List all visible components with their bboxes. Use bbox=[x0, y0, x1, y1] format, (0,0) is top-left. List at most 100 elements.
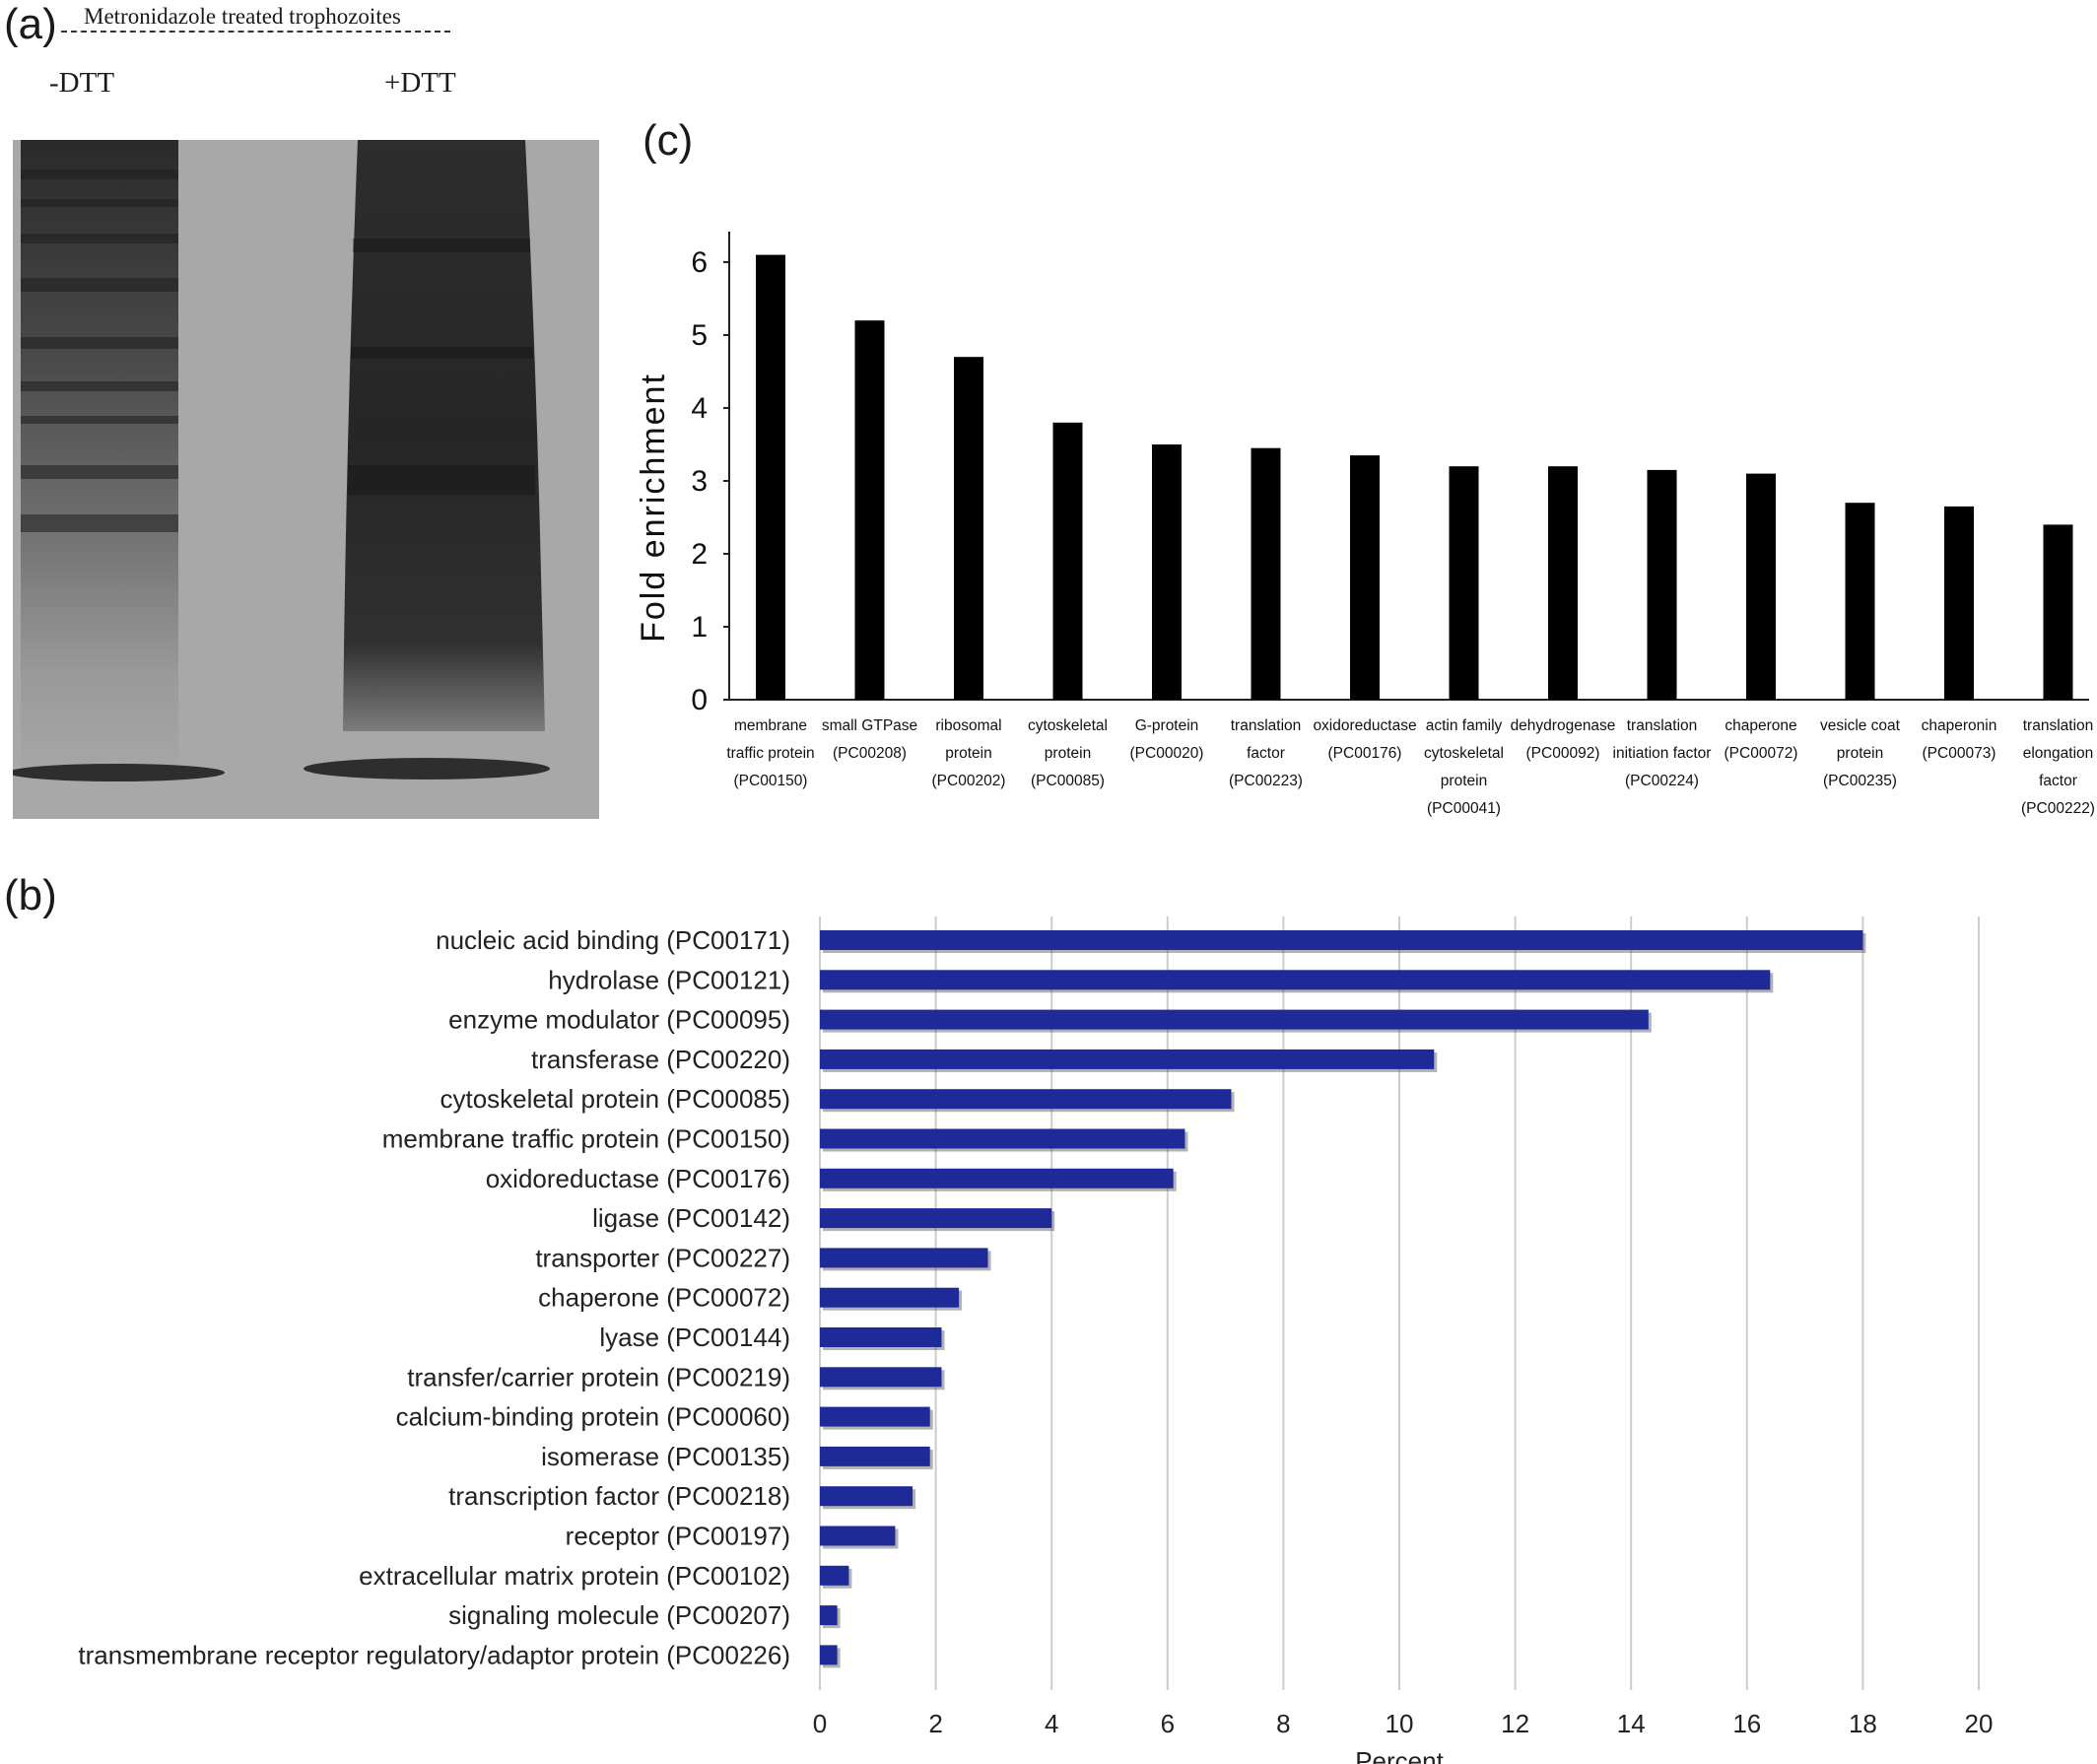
c-x-tick-label: initiation factor bbox=[1613, 745, 1712, 762]
c-x-tick-label: (PC00222) bbox=[2021, 800, 2095, 817]
b-y-tick-label: enzyme modulator (PC00095) bbox=[448, 1005, 790, 1035]
b-y-tick-label: extracellular matrix protein (PC00102) bbox=[359, 1561, 790, 1591]
c-x-tick-label: (PC00224) bbox=[1625, 773, 1699, 789]
c-x-tick-label: protein bbox=[1837, 745, 1883, 762]
b-bar bbox=[820, 1287, 960, 1308]
c-x-tick-label: (PC00223) bbox=[1229, 773, 1303, 789]
gel-band-minus-dtt bbox=[13, 764, 225, 781]
b-bar bbox=[820, 1486, 913, 1507]
c-y-tick-label: 1 bbox=[691, 611, 708, 644]
b-bar bbox=[820, 1367, 942, 1388]
b-y-tick-label: transferase (PC00220) bbox=[531, 1045, 790, 1074]
c-x-tick-label: (PC00072) bbox=[1725, 745, 1798, 762]
c-x-tick-label: (PC00085) bbox=[1031, 773, 1105, 789]
c-y-tick-label: 2 bbox=[691, 538, 708, 571]
b-bar bbox=[820, 1128, 1185, 1149]
b-x-tick-label: 12 bbox=[1501, 1709, 1529, 1738]
b-x-tick-label: 0 bbox=[813, 1709, 827, 1738]
b-y-tick-label: ligase (PC00142) bbox=[592, 1203, 790, 1233]
b-x-tick-label: 20 bbox=[1965, 1709, 1994, 1738]
c-y-tick-label: 6 bbox=[691, 246, 708, 279]
c-bar bbox=[1251, 447, 1281, 700]
b-bar bbox=[820, 1327, 942, 1347]
c-x-tick-label: cytoskeletal bbox=[1028, 717, 1108, 734]
c-bar bbox=[1944, 506, 1974, 700]
b-bar bbox=[820, 1009, 1649, 1030]
b-y-tick-label: isomerase (PC00135) bbox=[541, 1442, 790, 1471]
c-bar bbox=[854, 320, 885, 700]
c-bar bbox=[954, 357, 983, 700]
b-y-tick-label: signaling molecule (PC00207) bbox=[448, 1600, 790, 1630]
c-x-tick-label: protein bbox=[1441, 773, 1487, 789]
c-x-tick-label: chaperone bbox=[1725, 717, 1796, 734]
panel-b-letter: (b) bbox=[4, 871, 57, 919]
b-bar bbox=[820, 1168, 1174, 1188]
c-y-tick-label: 3 bbox=[691, 465, 708, 498]
c-x-tick-label: traffic protein bbox=[726, 745, 814, 762]
c-x-tick-label: factor bbox=[1247, 745, 1285, 762]
c-y-axis-title: Fold enrichment bbox=[635, 373, 672, 643]
c-x-tick-label: (PC00208) bbox=[833, 745, 907, 762]
b-bar bbox=[820, 1605, 838, 1626]
c-x-tick-label: (PC00092) bbox=[1526, 745, 1600, 762]
c-x-tick-label: small GTPase bbox=[822, 717, 917, 734]
b-bar bbox=[820, 1406, 930, 1427]
c-bar bbox=[1152, 444, 1182, 700]
c-x-tick-label: chaperonin bbox=[1922, 717, 1997, 734]
gel-lane-plus-dtt bbox=[343, 140, 545, 731]
gel-lane-minus-dtt bbox=[21, 140, 178, 771]
c-bar bbox=[2043, 524, 2073, 700]
c-x-tick-label: translation bbox=[1231, 717, 1302, 734]
fold-enrichment-chart: 0 1 2 3 4 5 6 Fold enrichment membrane traffic pr… bbox=[635, 232, 2095, 817]
b-bar bbox=[820, 1565, 849, 1586]
gel-header: Metronidazole treated trophozoites bbox=[84, 4, 401, 29]
b-y-tick-label: calcium-binding protein (PC00060) bbox=[396, 1402, 790, 1432]
b-x-tick-label: 2 bbox=[928, 1709, 942, 1738]
gel-header-dash bbox=[61, 31, 450, 33]
b-bar bbox=[820, 930, 1863, 950]
c-x-tick-label: translation bbox=[1627, 717, 1698, 734]
c-x-tick-label: dehydrogenase bbox=[1511, 717, 1616, 734]
c-bar bbox=[1052, 422, 1083, 700]
b-y-tick-label: nucleic acid binding (PC00171) bbox=[436, 925, 790, 955]
c-bar bbox=[1449, 466, 1479, 700]
c-x-tick-label: (PC00176) bbox=[1328, 745, 1402, 762]
c-x-tick-label: ribosomal bbox=[935, 717, 1001, 734]
c-x-tick-label: (PC00041) bbox=[1427, 800, 1501, 817]
b-bar bbox=[820, 1248, 988, 1268]
gel-band-plus-dtt bbox=[304, 758, 550, 780]
c-x-tick-label: protein bbox=[1045, 745, 1091, 762]
c-x-tick-label: membrane bbox=[734, 717, 807, 734]
b-y-tick-label: receptor (PC00197) bbox=[566, 1522, 790, 1551]
western-blot-gel bbox=[13, 140, 599, 819]
c-x-tick-label: (PC00020) bbox=[1130, 745, 1204, 762]
b-bar bbox=[820, 1645, 838, 1665]
b-y-tick-label: lyase (PC00144) bbox=[599, 1323, 790, 1352]
c-x-tick-label: (PC00150) bbox=[734, 773, 808, 789]
c-x-tick-label: protein bbox=[945, 745, 991, 762]
b-x-tick-label: 8 bbox=[1276, 1709, 1290, 1738]
c-x-tick-label: translation bbox=[2023, 717, 2094, 734]
b-bar bbox=[820, 1446, 930, 1466]
panel-c-letter: (c) bbox=[643, 116, 694, 165]
c-x-tick-label: (PC00073) bbox=[1923, 745, 1996, 762]
c-y-tick-label: 5 bbox=[691, 319, 708, 352]
c-bar bbox=[756, 254, 785, 700]
c-y-tick-label: 0 bbox=[691, 684, 708, 716]
b-bar bbox=[820, 1049, 1435, 1069]
lane-label-plus-dtt: +DTT bbox=[384, 67, 456, 99]
b-y-tick-label: membrane traffic protein (PC00150) bbox=[382, 1124, 790, 1154]
c-x-tick-label: cytoskeletal bbox=[1424, 745, 1504, 762]
c-bar bbox=[1647, 469, 1677, 700]
c-x-tick-label: G-protein bbox=[1135, 717, 1199, 734]
b-y-tick-label: hydrolase (PC00121) bbox=[548, 965, 790, 994]
b-bar bbox=[820, 970, 1771, 990]
b-y-tick-label: transporter (PC00227) bbox=[535, 1243, 790, 1272]
b-x-tick-label: 10 bbox=[1386, 1709, 1414, 1738]
protein-class-percent-chart: 0 2 4 6 8 10 12 14 16 18 20 Percent nucleic acid bin… bbox=[78, 916, 1994, 1764]
b-x-tick-label: 4 bbox=[1045, 1709, 1058, 1738]
c-x-tick-label: factor bbox=[2039, 773, 2077, 789]
c-x-tick-label: elongation bbox=[2023, 745, 2094, 762]
b-bar bbox=[820, 1089, 1232, 1110]
lane-label-minus-dtt: -DTT bbox=[49, 67, 115, 99]
